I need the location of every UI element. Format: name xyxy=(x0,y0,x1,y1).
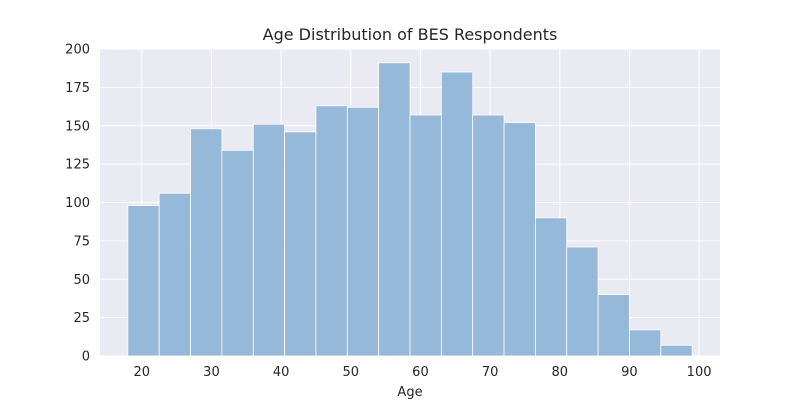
y-axis-ticks: 0 25 50 75 100 125 150 175 200 xyxy=(65,43,90,365)
y-tick-label: 200 xyxy=(65,43,90,58)
histogram-bar xyxy=(597,294,630,357)
x-tick-label: 60 xyxy=(412,365,429,380)
x-tick-label: 100 xyxy=(687,365,712,380)
histogram-bar xyxy=(346,106,380,357)
histogram-bar xyxy=(660,344,693,357)
histogram-bars xyxy=(127,62,693,357)
x-tick-label: 70 xyxy=(482,365,499,380)
histogram-bar xyxy=(440,71,474,357)
histogram-bar xyxy=(503,122,536,357)
histogram-bar xyxy=(566,246,599,357)
x-axis-ticks: 20 30 40 50 60 70 80 90 100 xyxy=(134,365,712,380)
y-tick-label: 125 xyxy=(65,158,90,173)
histogram-bar xyxy=(534,217,568,357)
x-tick-label: 80 xyxy=(552,365,569,380)
x-tick-label: 20 xyxy=(134,365,151,380)
y-tick-label: 0 xyxy=(82,350,90,365)
x-tick-label: 30 xyxy=(203,365,220,380)
histogram-bar xyxy=(252,123,286,357)
x-tick-label: 50 xyxy=(343,365,360,380)
y-tick-label: 25 xyxy=(73,311,90,326)
x-axis-label: Age xyxy=(397,385,422,400)
y-tick-label: 150 xyxy=(65,119,90,134)
y-tick-label: 100 xyxy=(65,196,90,211)
x-tick-label: 40 xyxy=(273,365,290,380)
y-tick-label: 175 xyxy=(65,81,90,96)
histogram-bar xyxy=(127,205,160,357)
histogram-bar xyxy=(190,128,223,357)
histogram-bar xyxy=(315,105,348,357)
chart-title: Age Distribution of BES Respondents xyxy=(263,25,558,44)
histogram-bar xyxy=(378,62,411,357)
histogram-bar xyxy=(284,131,317,357)
histogram-bar xyxy=(472,114,505,357)
histogram-bar xyxy=(629,329,662,357)
histogram-bar xyxy=(158,192,191,357)
x-tick-label: 90 xyxy=(621,365,638,380)
histogram-bar xyxy=(221,149,254,357)
y-tick-label: 75 xyxy=(73,234,90,249)
histogram-bar xyxy=(409,114,442,357)
y-tick-label: 50 xyxy=(73,273,90,288)
